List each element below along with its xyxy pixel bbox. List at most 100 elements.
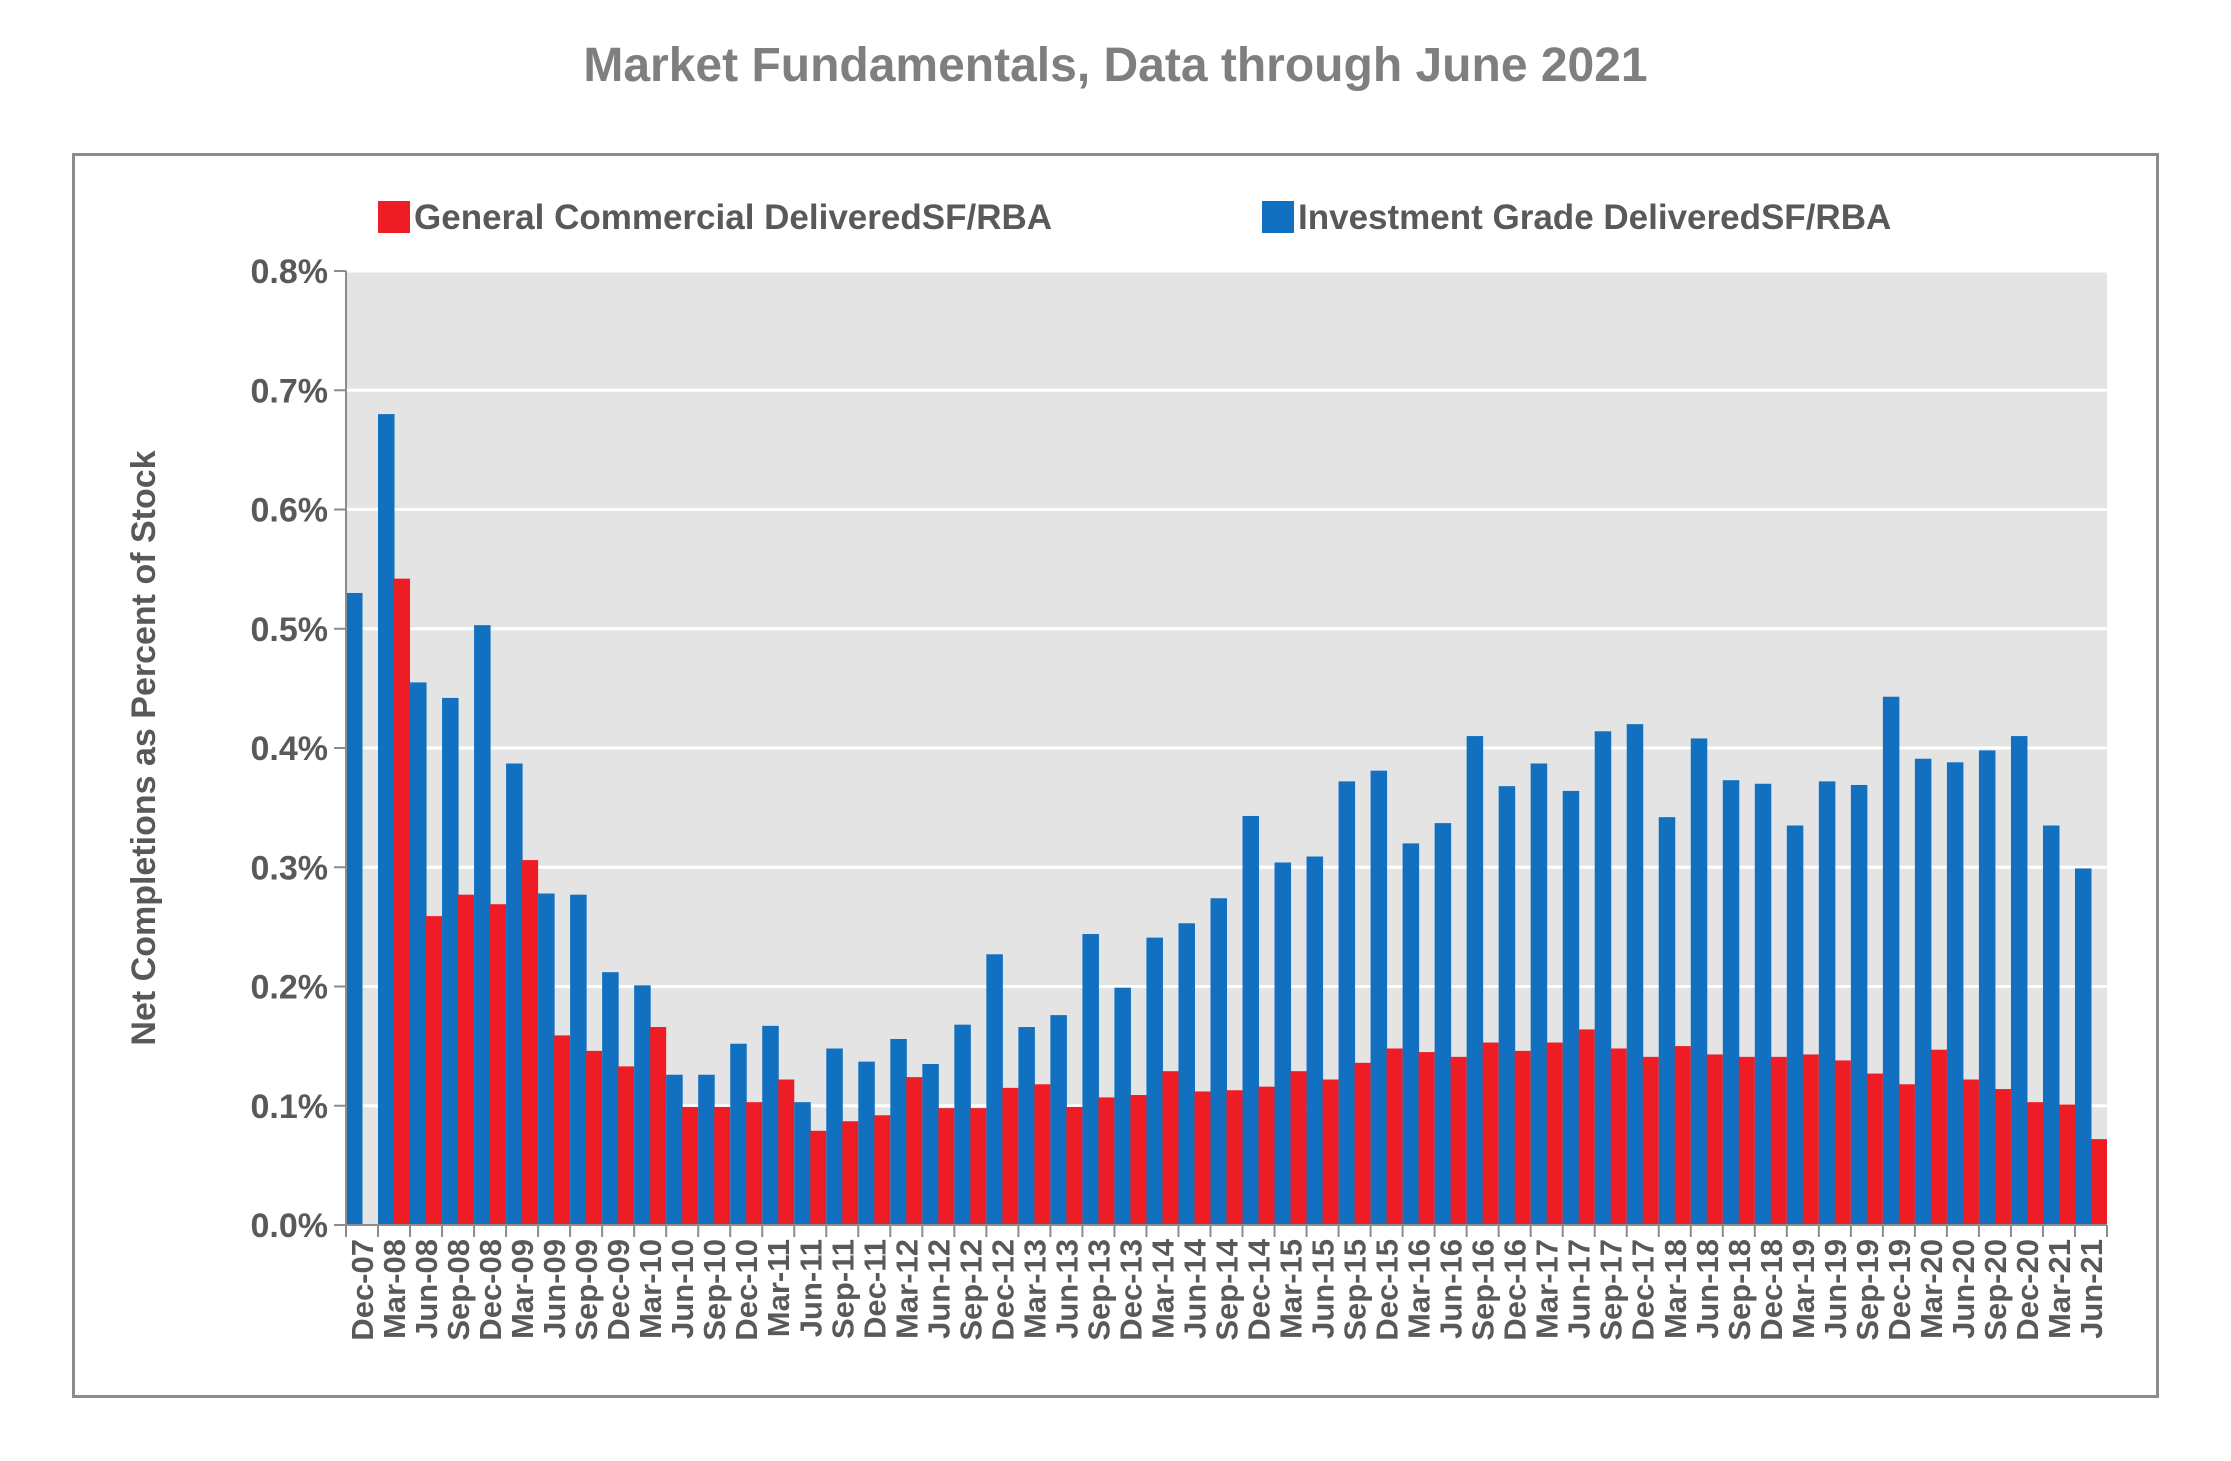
x-tick-label: Sep-12	[953, 1239, 988, 1341]
bar-general-commercial	[1354, 1062, 1371, 1225]
bar-investment-grade	[1178, 923, 1195, 1225]
bar-investment-grade	[1850, 784, 1868, 1225]
bar-investment-grade	[1114, 987, 1131, 1225]
x-tick-label: Dec-07	[345, 1239, 380, 1341]
bar-general-commercial	[1866, 1073, 1883, 1225]
bar-investment-grade	[1018, 1027, 1035, 1225]
x-tick-label: Mar-14	[1145, 1238, 1180, 1339]
bar-general-commercial	[682, 1106, 699, 1225]
bar-investment-grade	[890, 1038, 907, 1225]
bar-investment-grade	[1466, 736, 1484, 1225]
bar-investment-grade	[1562, 790, 1580, 1225]
bar-general-commercial	[1738, 1056, 1755, 1225]
bar-investment-grade	[1050, 1015, 1067, 1225]
x-tick-label: Mar-09	[505, 1239, 540, 1339]
x-tick-label: Sep-18	[1722, 1239, 1757, 1341]
bar-investment-grade	[1530, 763, 1548, 1225]
bar-general-commercial	[1834, 1060, 1851, 1225]
bar-investment-grade	[1274, 862, 1292, 1225]
bar-general-commercial	[394, 578, 411, 1225]
bar-investment-grade	[474, 625, 491, 1225]
bar-general-commercial	[1770, 1056, 1787, 1225]
bar-investment-grade	[2074, 868, 2092, 1225]
bar-general-commercial	[1258, 1086, 1275, 1225]
x-tick-label: Dec-16	[1498, 1239, 1533, 1341]
bar-general-commercial	[714, 1106, 731, 1225]
bar-general-commercial	[1642, 1056, 1659, 1225]
bar-general-commercial	[554, 1035, 571, 1225]
y-tick-label: 0.3%	[251, 849, 329, 887]
x-tick-label: Mar-12	[889, 1239, 924, 1339]
x-tick-label: Mar-08	[377, 1239, 412, 1339]
bar-investment-grade	[922, 1064, 939, 1225]
x-tick-label: Jun-18	[1690, 1239, 1725, 1339]
x-tick-label: Jun-20	[1946, 1239, 1981, 1339]
bar-investment-grade	[2042, 825, 2060, 1225]
bar-general-commercial	[1322, 1079, 1339, 1225]
bar-general-commercial	[1290, 1071, 1307, 1225]
bar-investment-grade	[1146, 937, 1163, 1225]
bar-investment-grade	[1242, 815, 1260, 1225]
x-tick-label: Mar-19	[1786, 1239, 1821, 1339]
bar-general-commercial	[810, 1130, 827, 1225]
bar-investment-grade	[666, 1074, 683, 1225]
bar-general-commercial	[1962, 1079, 1979, 1225]
bar-investment-grade	[1626, 724, 1644, 1225]
bar-general-commercial	[1034, 1084, 1051, 1225]
bar-general-commercial	[1802, 1054, 1819, 1225]
bar-general-commercial	[1450, 1056, 1467, 1225]
bar-general-commercial	[1002, 1087, 1019, 1225]
bar-general-commercial	[1226, 1090, 1243, 1225]
x-tick-label: Mar-15	[1274, 1239, 1309, 1339]
bar-general-commercial	[1930, 1049, 1947, 1225]
bar-general-commercial	[426, 916, 443, 1225]
bar-general-commercial	[490, 904, 507, 1225]
x-tick-label: Dec-12	[985, 1239, 1020, 1341]
bar-investment-grade	[1882, 696, 1900, 1225]
bar-general-commercial	[618, 1066, 635, 1225]
x-tick-label: Jun-11	[793, 1239, 828, 1337]
bar-general-commercial	[650, 1027, 667, 1225]
x-tick-label: Dec-13	[1113, 1239, 1148, 1341]
bar-investment-grade	[858, 1061, 875, 1225]
x-tick-label: Dec-14	[1242, 1238, 1277, 1340]
x-tick-label: Jun-09	[537, 1239, 572, 1339]
bar-investment-grade	[1978, 750, 1996, 1225]
x-tick-label: Dec-20	[2010, 1239, 2045, 1341]
x-tick-label: Dec-08	[473, 1239, 508, 1341]
x-tick-label: Sep-10	[697, 1239, 732, 1341]
bar-investment-grade	[410, 682, 427, 1225]
bar-investment-grade	[730, 1043, 747, 1225]
bar-investment-grade	[986, 954, 1003, 1225]
x-tick-label: Sep-14	[1210, 1238, 1245, 1340]
x-tick-label: Jun-08	[409, 1239, 444, 1339]
x-tick-label: Jun-14	[1177, 1238, 1212, 1339]
bar-general-commercial	[1898, 1084, 1915, 1225]
bar-investment-grade	[2010, 736, 2028, 1225]
bar-general-commercial	[1162, 1071, 1179, 1225]
bar-investment-grade	[1722, 780, 1740, 1225]
legend-label: Investment Grade DeliveredSF/RBA	[1298, 198, 1891, 237]
bar-investment-grade	[826, 1048, 843, 1225]
x-tick-label: Dec-10	[729, 1239, 764, 1341]
bar-general-commercial	[1098, 1097, 1115, 1225]
x-tick-label: Jun-10	[665, 1239, 700, 1339]
x-tick-label: Mar-10	[633, 1239, 668, 1339]
y-tick-label: 0.6%	[251, 492, 329, 530]
bar-general-commercial	[970, 1108, 987, 1225]
bar-investment-grade	[1658, 817, 1676, 1225]
bar-general-commercial	[1514, 1050, 1531, 1225]
x-tick-label: Jun-19	[1818, 1239, 1853, 1339]
bar-general-commercial	[1418, 1052, 1435, 1225]
x-tick-label: Jun-17	[1562, 1239, 1597, 1339]
bar-investment-grade	[1210, 898, 1227, 1225]
y-tick-label: 0.7%	[251, 372, 329, 410]
x-tick-label: Mar-21	[2042, 1239, 2077, 1339]
bar-general-commercial	[874, 1115, 891, 1225]
x-tick-label: Jun-13	[1049, 1239, 1084, 1339]
x-tick-label: Mar-18	[1658, 1239, 1693, 1339]
bar-investment-grade	[506, 763, 523, 1225]
bar-investment-grade	[570, 894, 587, 1225]
x-tick-label: Mar-16	[1402, 1239, 1437, 1339]
